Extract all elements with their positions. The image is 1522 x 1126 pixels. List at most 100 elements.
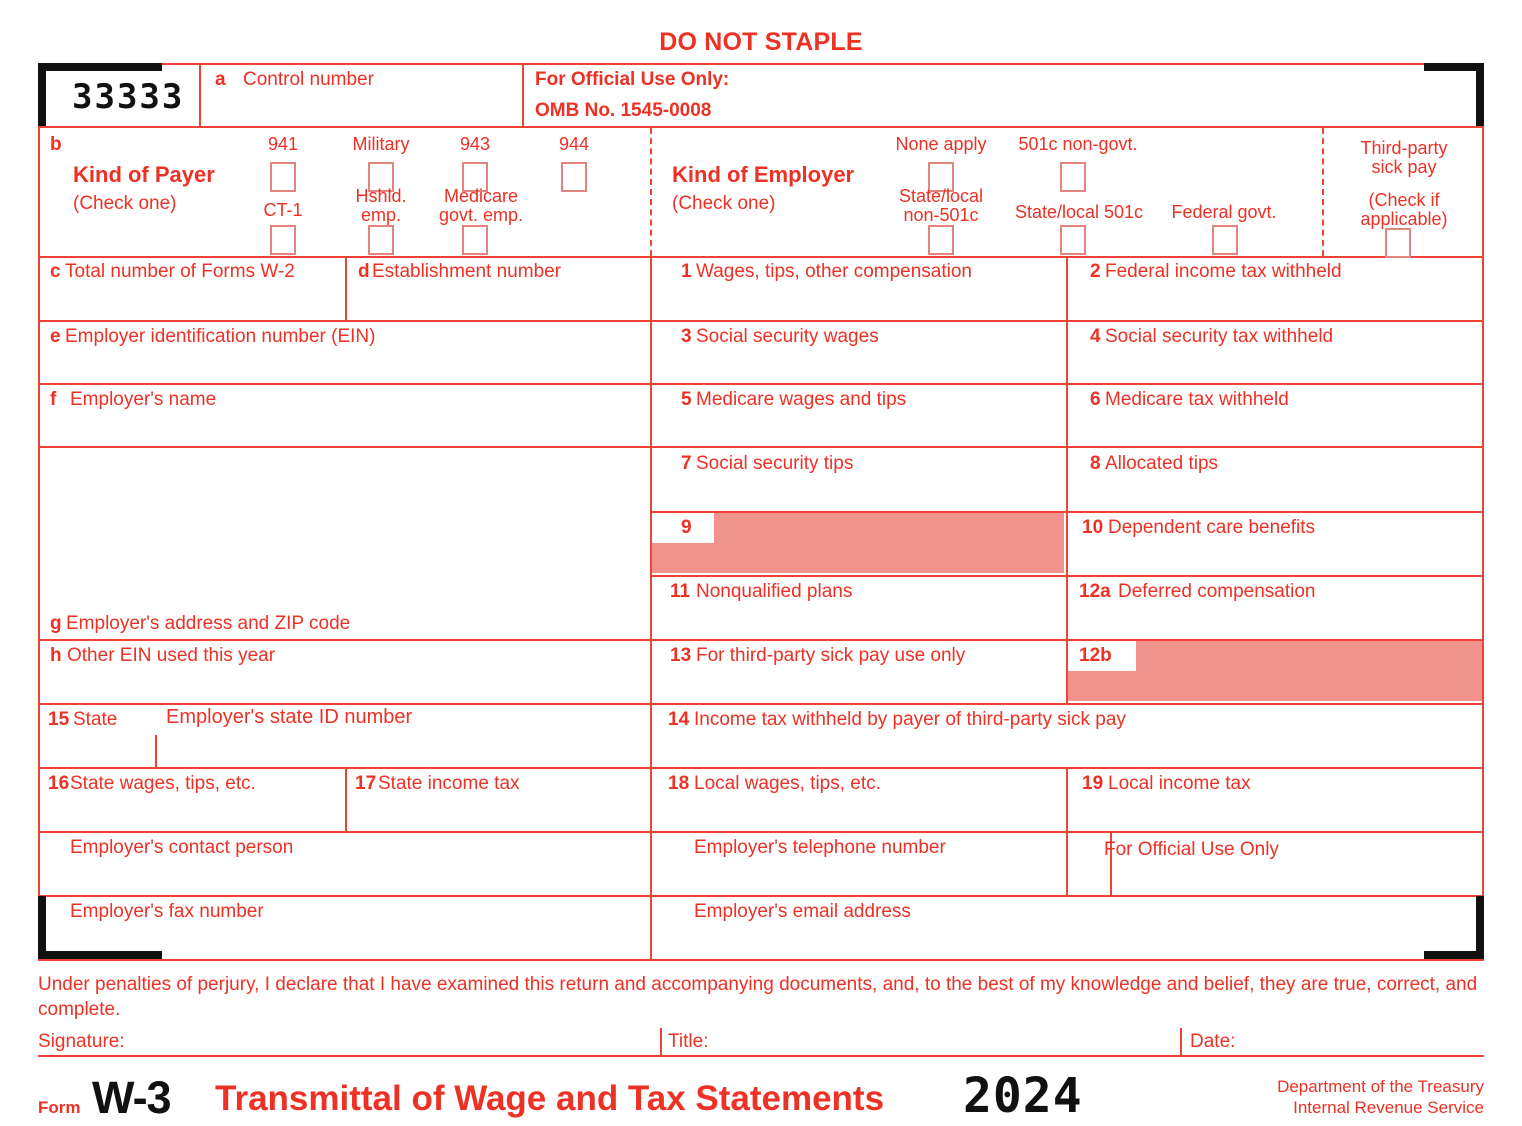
box-5-label: Medicare wages and tips xyxy=(696,389,907,410)
box-1-label: Wages, tips, other compensation xyxy=(696,261,972,282)
payer-944-checkbox[interactable] xyxy=(561,162,587,192)
employer-federal-govt-label: Federal govt. xyxy=(1171,202,1277,222)
rule-r7 xyxy=(38,703,1484,705)
box-c-letter: c xyxy=(50,261,61,282)
kind-of-employer-title: Kind of Employer xyxy=(672,162,855,187)
footer-form-word: Form xyxy=(38,1098,81,1117)
payer-medicare-checkbox[interactable] xyxy=(462,225,488,255)
rule-r2 xyxy=(38,383,1484,385)
rule-right-edge xyxy=(1482,63,1484,895)
box-12b-label-tab xyxy=(1068,641,1136,671)
signature-title-divider xyxy=(660,1028,662,1056)
box-g-letter: g xyxy=(50,613,62,634)
box-10-number: 10 xyxy=(1082,517,1104,538)
box-1-number: 1 xyxy=(681,261,692,282)
payer-941-label: 941 xyxy=(267,134,299,154)
payer-943-checkbox[interactable] xyxy=(462,162,488,192)
kind-of-employer-subtitle: (Check one) xyxy=(672,193,776,214)
employer-statelocal-501c-checkbox[interactable] xyxy=(1060,225,1086,255)
box-12b-shaded-area xyxy=(1068,641,1482,701)
payer-944-label: 944 xyxy=(558,134,590,154)
payer-ct1-checkbox[interactable] xyxy=(270,225,296,255)
box-13-number: 13 xyxy=(670,645,692,666)
rule-r9 xyxy=(38,831,1484,833)
rule-under-control xyxy=(38,126,1484,128)
rule-kinds-dash-left xyxy=(650,128,652,256)
payer-943-label: 943 xyxy=(459,134,491,154)
box-15-number: 15 xyxy=(48,709,70,730)
rule-center-divider xyxy=(650,256,652,959)
signature-label: Signature: xyxy=(38,1031,125,1052)
box-g-label: Employer's address and ZIP code xyxy=(66,613,351,634)
box-4-number: 4 xyxy=(1090,326,1101,347)
rule-c-d-divider xyxy=(345,256,347,320)
corner-bracket-tl-v xyxy=(38,63,46,126)
box-12b-number: 12b xyxy=(1079,645,1112,666)
corner-bracket-tr-v xyxy=(1476,63,1484,126)
corner-bracket-bl-h xyxy=(38,951,162,959)
employer-statelocal-non501c-checkbox[interactable] xyxy=(928,225,954,255)
box-9-shaded-area xyxy=(652,513,1064,573)
third-party-title-l2: sick pay xyxy=(1371,157,1437,177)
payer-military-checkbox[interactable] xyxy=(368,162,394,192)
employer-none-apply-checkbox[interactable] xyxy=(928,162,954,192)
box-5-number: 5 xyxy=(681,389,692,410)
footer-tax-year: 2024 xyxy=(963,1068,1083,1124)
for-official-use-only-label: For Official Use Only xyxy=(1104,839,1279,860)
box-17-label: State income tax xyxy=(378,773,520,794)
box-6-number: 6 xyxy=(1090,389,1101,410)
payer-hshld-label-l2: emp. xyxy=(360,205,402,225)
corner-bracket-bl-v xyxy=(38,896,46,959)
box-6-label: Medicare tax withheld xyxy=(1105,389,1289,410)
box-16-label: State wages, tips, etc. xyxy=(70,773,256,794)
employer-statelocal-501c-label: State/local 501c xyxy=(1014,202,1144,222)
rule-control-divider xyxy=(199,63,201,126)
rule-right-mid-2 xyxy=(1066,767,1068,895)
control-number-letter: a xyxy=(215,69,226,90)
rule-bottom xyxy=(38,959,1484,961)
payer-hshld-label-l1: Hshld. xyxy=(355,186,407,206)
rule-r10 xyxy=(38,895,1484,897)
rule-r8 xyxy=(38,767,1484,769)
control-number-label: Control number xyxy=(243,69,374,90)
box-8-number: 8 xyxy=(1090,453,1101,474)
box-7-label: Social security tips xyxy=(696,453,854,474)
rule-r1 xyxy=(38,320,1484,322)
rule-left-edge xyxy=(38,63,40,959)
box-e-letter: e xyxy=(50,326,61,347)
corner-bracket-tl-h xyxy=(38,63,162,71)
box-18-label: Local wages, tips, etc. xyxy=(694,773,881,794)
omb-number: OMB No. 1545-0008 xyxy=(535,100,712,121)
payer-ct1-label: CT-1 xyxy=(263,200,303,220)
box-18-number: 18 xyxy=(668,773,690,794)
employer-501c-nongovt-label: 501c non-govt. xyxy=(1018,134,1138,154)
box-f-letter: f xyxy=(50,389,57,410)
box-h-label: Other EIN used this year xyxy=(67,645,276,666)
employer-501c-nongovt-checkbox[interactable] xyxy=(1060,162,1086,192)
third-party-sick-pay-checkbox[interactable] xyxy=(1385,228,1411,258)
employer-federal-govt-checkbox[interactable] xyxy=(1212,225,1238,255)
box-15-state-id-label: Employer's state ID number xyxy=(166,706,413,728)
box-19-number: 19 xyxy=(1082,773,1104,794)
title-date-divider xyxy=(1180,1028,1182,1056)
date-label: Date: xyxy=(1190,1031,1236,1052)
rule-kinds-dash-right xyxy=(1322,128,1324,256)
kind-of-payer-title: Kind of Payer xyxy=(73,162,215,187)
corner-bracket-br-h xyxy=(1424,951,1484,959)
footer-form-title: Transmittal of Wage and Tax Statements xyxy=(215,1079,885,1118)
email-label: Employer's email address xyxy=(694,901,911,922)
third-party-sub-l2: applicable) xyxy=(1360,209,1448,229)
do-not-staple-heading: DO NOT STAPLE xyxy=(659,28,863,56)
rule-r6 xyxy=(38,639,1484,641)
corner-bracket-br-v xyxy=(1476,896,1484,959)
box-c-label: Total number of Forms W-2 xyxy=(65,261,295,282)
box-10-label: Dependent care benefits xyxy=(1108,517,1316,538)
control-number-value[interactable]: 33333 xyxy=(72,77,185,117)
payer-hshld-checkbox[interactable] xyxy=(368,225,394,255)
third-party-sub-l1: (Check if xyxy=(1368,190,1440,210)
kind-of-payer-subtitle: (Check one) xyxy=(73,193,177,214)
box-9-number: 9 xyxy=(681,517,692,538)
box-9-label-tab xyxy=(652,513,714,543)
payer-941-checkbox[interactable] xyxy=(270,162,296,192)
